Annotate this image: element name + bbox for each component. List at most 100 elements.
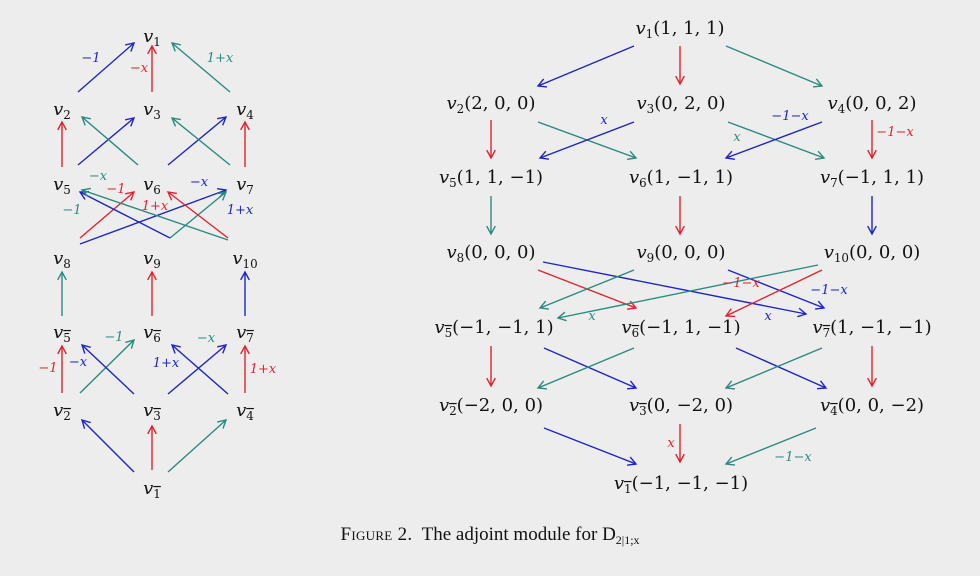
right-node-v8: v8(0, 0, 0) [446, 242, 535, 265]
right-node-v1: v1(1, 1, 1) [635, 18, 724, 41]
left-node-v7: v7 [236, 174, 254, 197]
left-node-v1b: v1 [143, 478, 161, 501]
left-edge-label-v3b-v7b: 1+x [153, 356, 180, 371]
left-node-v1: v1 [143, 26, 161, 49]
left-arrow-v3b-to-v7b-head [217, 344, 228, 354]
right-arrow-v1-to-v2-head [536, 78, 548, 88]
right-arrow-v6b-to-v2b [537, 347, 635, 389]
right-arrow-v1-to-v2 [537, 45, 635, 87]
right-node-v3b: v3(0, −2, 0) [629, 395, 733, 418]
left-arrow-v6-to-v2-head [80, 116, 91, 126]
left-arrow-v10-to-v6 [167, 191, 229, 239]
right-arrow-v5b-to-v3b-head [626, 380, 638, 390]
left-arrow-v4-to-v1 [171, 42, 231, 93]
right-edge-label-v4-v6: −1−x [771, 109, 809, 124]
figure-caption: Figure 2. The adjoint module for D2|1;x [0, 524, 980, 548]
left-edge-label-v4-v1: 1+x [207, 51, 234, 66]
left-edge-label-v2-v1: −1 [81, 51, 100, 66]
left-edge-label-v4b-v7b: 1+x [250, 362, 277, 377]
right-edge-label-v4-v7: −1−x [876, 125, 914, 140]
left-arrow-v10-to-v5-head [80, 187, 91, 198]
right-node-v6: v6(1, −1, 1) [629, 167, 733, 190]
right-arrow-v1-to-v4-head [812, 78, 824, 88]
right-arrow-v6-to-v9-head [675, 225, 685, 236]
right-arrow-v2-to-v5-head [486, 149, 496, 160]
left-node-v10: v10 [232, 248, 257, 271]
right-arrow-v3-to-v5 [539, 121, 635, 159]
right-node-v1b: v1(−1, −1, −1) [614, 473, 748, 496]
right-node-v7: v7(−1, 1, 1) [820, 167, 924, 190]
left-diagram-arrows [57, 42, 250, 473]
right-node-v9: v9(0, 0, 0) [636, 242, 725, 265]
left-node-v2: v2 [53, 99, 71, 122]
right-arrow-v2-to-v6-head [626, 150, 638, 161]
right-edge-label-v3-v5: x [600, 113, 608, 128]
left-arrow-v4b-to-v7b-head [240, 344, 250, 355]
right-arrow-v4-to-v6 [725, 121, 823, 159]
right-arrow-v8-to-v7b-head [797, 307, 808, 318]
right-arrow-v4-to-v6-head [724, 150, 736, 160]
left-arrow-v7-to-v4-head [240, 120, 250, 131]
right-node-v6b: v6(−1, 1, −1) [621, 317, 740, 340]
left-arrow-v8-to-v6 [79, 191, 135, 239]
right-arrow-v8-to-v7b [542, 261, 807, 315]
left-node-v3b: v3 [143, 400, 161, 423]
right-arrow-v7b-to-v3b [725, 347, 823, 389]
left-floating-label-2: −1 [62, 203, 81, 218]
right-node-v7b: v7(1, −1, −1) [812, 317, 931, 340]
left-arrow-v9-to-v5-head [217, 191, 228, 201]
right-arrow-v7b-to-v3b-head [724, 380, 736, 390]
right-edge-label-v3b-v1b: x [667, 436, 675, 451]
left-arrow-v7b-to-v10-head [240, 270, 250, 281]
left-floating-label-1: −1 [106, 182, 125, 197]
left-diagram-edge-labels: −1−x1+x−1−1−x 1+x 1+x−x−1−1 1+x−x1+x−x [38, 51, 276, 377]
left-floating-label-3: 1+x [142, 199, 169, 214]
left-arrow-v4b-to-v6b-head [170, 344, 181, 354]
right-arrow-v3-to-v5-head [538, 150, 550, 160]
left-arrow-v1b-to-v3b-head [147, 424, 157, 435]
right-node-v5: v5(1, 1, −1) [439, 167, 543, 190]
right-arrow-v6b-to-v2b-head [536, 380, 548, 390]
left-node-v2b: v2 [53, 400, 71, 423]
left-node-v8: v8 [53, 248, 71, 271]
right-arrow-v10-to-v5b-head [556, 311, 567, 322]
right-arrow-v3-to-v7 [727, 121, 825, 159]
right-edge-label-v3-v7: x [733, 130, 741, 145]
left-arrow-v2-to-v1-head [125, 42, 136, 52]
right-arrow-v2b-to-v1b-head [626, 456, 638, 466]
left-arrow-v5-to-v3-head [125, 117, 136, 127]
left-edge-label-v2b-v6b: −1 [104, 330, 123, 345]
right-arrow-v6b-to-v4b [735, 347, 827, 389]
right-arrow-v1-to-v3-head [675, 75, 685, 86]
left-arrow-v8-to-v6-head [125, 191, 136, 201]
left-arrow-v3b-to-v7b [167, 344, 227, 395]
right-edge-label-v10-v5b: x [588, 309, 596, 324]
left-arrow-v1b-to-v4b [167, 419, 227, 473]
left-node-v6: v6 [143, 174, 161, 197]
right-arrow-v4-to-v7-head [867, 149, 877, 160]
right-arrow-v5b-to-v3b [543, 347, 637, 389]
right-arrow-v2b-to-v1b [543, 427, 637, 465]
right-diagram-edge-labels: x x −1−x −1−x −1−x x −1−x x −1−x x [588, 109, 914, 465]
left-arrow-v9-to-v7 [79, 191, 171, 239]
left-edge-label-v3b-v5b: −x [69, 355, 88, 370]
right-arrow-v1-to-v4 [725, 45, 823, 87]
left-floating-label-5: 1+x [227, 203, 254, 218]
left-floating-label-6: −x [197, 331, 216, 346]
left-edge-label-v2b-v5b: −1 [38, 361, 57, 376]
left-node-v5: v5 [53, 174, 71, 197]
left-arrow-v6-to-v4 [167, 116, 227, 166]
left-arrow-v10-to-v5 [81, 189, 229, 241]
left-floating-label-0: −x [89, 169, 108, 184]
left-arrow-v3b-to-v5b [81, 344, 135, 395]
right-node-v4b: v4(0, 0, −2) [820, 395, 924, 418]
left-node-v4b: v4 [236, 400, 254, 423]
left-arrow-v5-to-v3 [77, 117, 135, 166]
left-arrow-v6-to-v4-head [217, 116, 228, 126]
left-arrow-v8-to-v7 [79, 189, 227, 245]
right-arrow-v5b-to-v2b-head [486, 377, 496, 388]
right-node-v5b: v5(−1, −1, 1) [434, 317, 553, 340]
right-arrow-v3b-to-v1b-head [675, 453, 685, 464]
left-arrow-v1b-to-v4b-head [217, 419, 228, 429]
